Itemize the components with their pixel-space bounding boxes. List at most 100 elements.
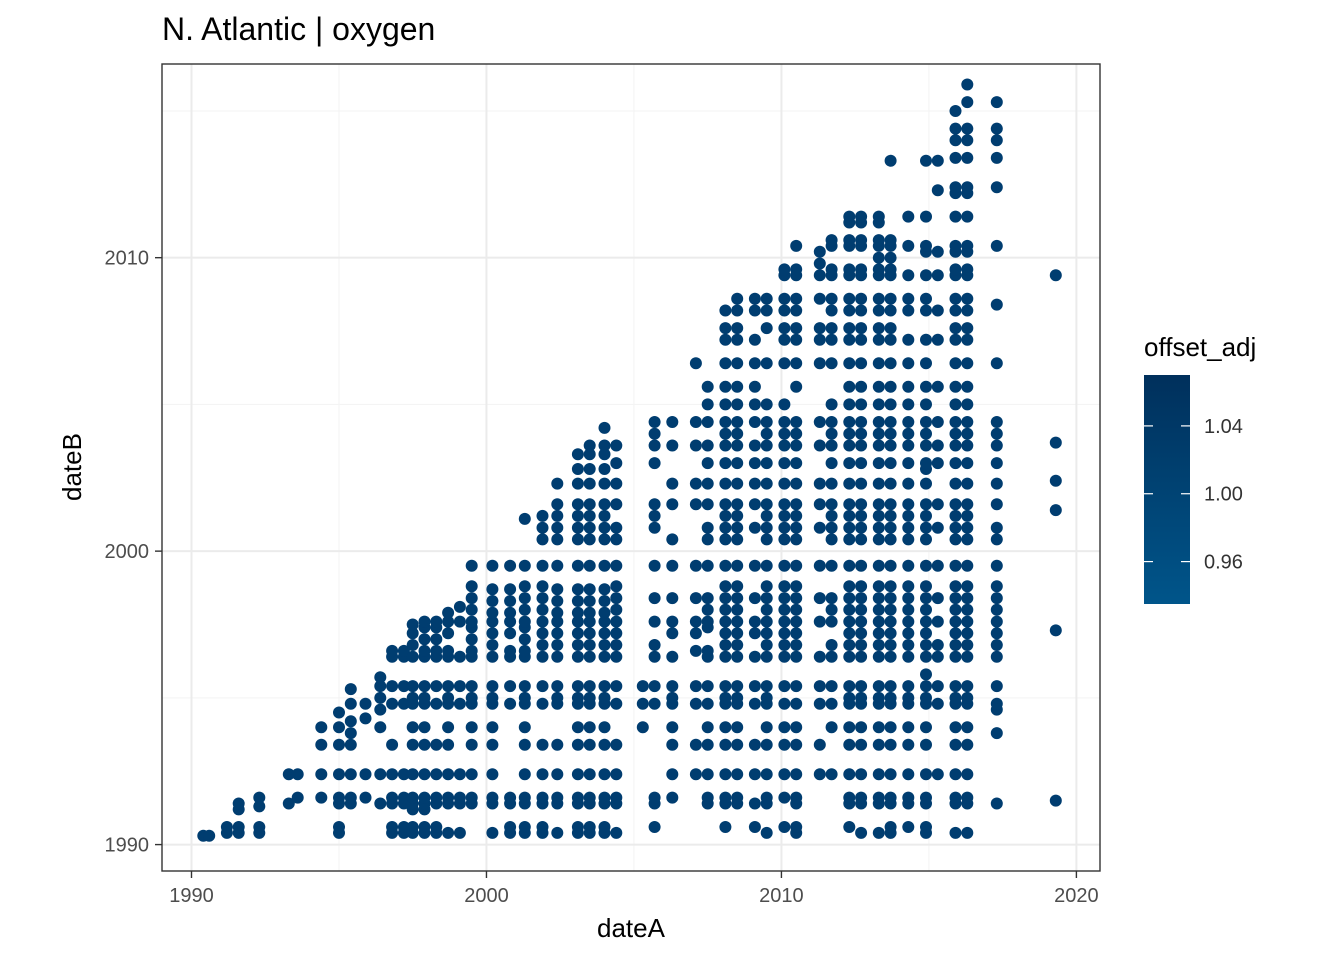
data-point xyxy=(1049,474,1062,487)
data-point xyxy=(843,333,856,346)
data-point xyxy=(855,826,868,839)
data-point xyxy=(453,697,466,710)
data-point xyxy=(855,263,868,276)
data-point xyxy=(598,583,611,596)
data-point xyxy=(583,680,596,693)
data-point xyxy=(961,457,974,470)
y-axis: 1990 2000 2010 xyxy=(105,248,162,857)
data-point xyxy=(884,398,897,411)
data-point xyxy=(872,210,885,223)
data-point xyxy=(551,509,564,522)
data-point xyxy=(465,592,478,605)
data-point xyxy=(872,580,885,593)
data-point xyxy=(203,829,216,842)
data-point xyxy=(931,680,944,693)
data-point xyxy=(232,821,245,833)
data-point xyxy=(990,559,1003,572)
data-point xyxy=(872,498,885,511)
data-point xyxy=(465,691,478,704)
data-point xyxy=(333,706,345,719)
data-point xyxy=(778,559,791,572)
data-point xyxy=(648,680,661,693)
data-point xyxy=(843,234,856,247)
data-point xyxy=(931,592,944,605)
data-points xyxy=(197,78,1062,842)
data-point xyxy=(902,457,915,470)
data-point xyxy=(778,697,791,710)
data-point xyxy=(902,580,915,593)
data-point xyxy=(748,304,761,317)
data-point xyxy=(884,380,897,393)
data-point xyxy=(666,477,679,490)
data-point xyxy=(689,592,702,605)
data-point xyxy=(920,333,932,346)
data-point xyxy=(648,457,661,470)
data-point xyxy=(253,791,266,804)
data-point xyxy=(843,357,856,370)
x-tick-label: 1990 xyxy=(169,885,214,907)
data-point xyxy=(731,380,744,393)
data-point xyxy=(949,580,962,593)
data-point xyxy=(719,791,732,804)
data-point xyxy=(571,738,584,751)
data-point xyxy=(902,521,915,534)
data-point xyxy=(583,509,596,522)
data-point xyxy=(760,592,773,605)
data-point xyxy=(961,357,974,370)
data-point xyxy=(689,627,702,640)
data-point xyxy=(855,416,868,428)
data-point xyxy=(872,721,885,734)
data-point xyxy=(406,639,419,651)
data-point xyxy=(760,603,773,616)
data-point xyxy=(778,821,791,833)
data-point xyxy=(551,615,564,628)
data-point xyxy=(872,357,885,370)
data-point xyxy=(551,477,564,490)
data-point xyxy=(465,644,478,657)
data-point xyxy=(949,210,962,223)
data-point xyxy=(855,721,868,734)
data-point xyxy=(843,427,856,440)
data-point xyxy=(884,639,897,651)
data-point xyxy=(884,533,897,546)
data-point xyxy=(648,439,661,452)
data-point xyxy=(551,627,564,640)
data-point xyxy=(518,603,531,616)
data-point xyxy=(843,439,856,452)
data-point xyxy=(748,398,761,411)
data-point xyxy=(748,615,761,628)
data-point xyxy=(961,416,974,428)
data-point xyxy=(719,615,732,628)
data-point xyxy=(465,721,478,734)
data-point xyxy=(931,559,944,572)
data-point xyxy=(872,768,885,781)
data-point xyxy=(315,738,328,751)
data-point xyxy=(282,797,295,810)
data-point xyxy=(583,627,596,640)
data-point xyxy=(760,639,773,651)
data-point xyxy=(778,639,791,651)
data-point xyxy=(902,738,915,751)
data-point xyxy=(872,477,885,490)
data-point xyxy=(843,615,856,628)
data-point xyxy=(825,263,838,276)
data-point xyxy=(902,398,915,411)
x-axis: 1990 2000 2010 2020 xyxy=(169,871,1099,907)
data-point xyxy=(902,768,915,781)
data-point xyxy=(486,826,499,839)
data-point xyxy=(920,154,932,167)
data-point xyxy=(442,738,455,751)
data-point xyxy=(344,697,357,710)
data-point xyxy=(931,768,944,781)
data-point xyxy=(902,533,915,546)
data-point xyxy=(760,768,773,781)
data-point xyxy=(583,791,596,804)
data-point xyxy=(666,650,679,663)
data-point xyxy=(374,671,387,684)
data-point xyxy=(825,234,838,247)
data-point xyxy=(813,322,826,335)
data-point xyxy=(872,826,885,839)
data-point xyxy=(430,738,443,751)
data-point xyxy=(344,715,357,728)
data-point xyxy=(920,639,932,651)
